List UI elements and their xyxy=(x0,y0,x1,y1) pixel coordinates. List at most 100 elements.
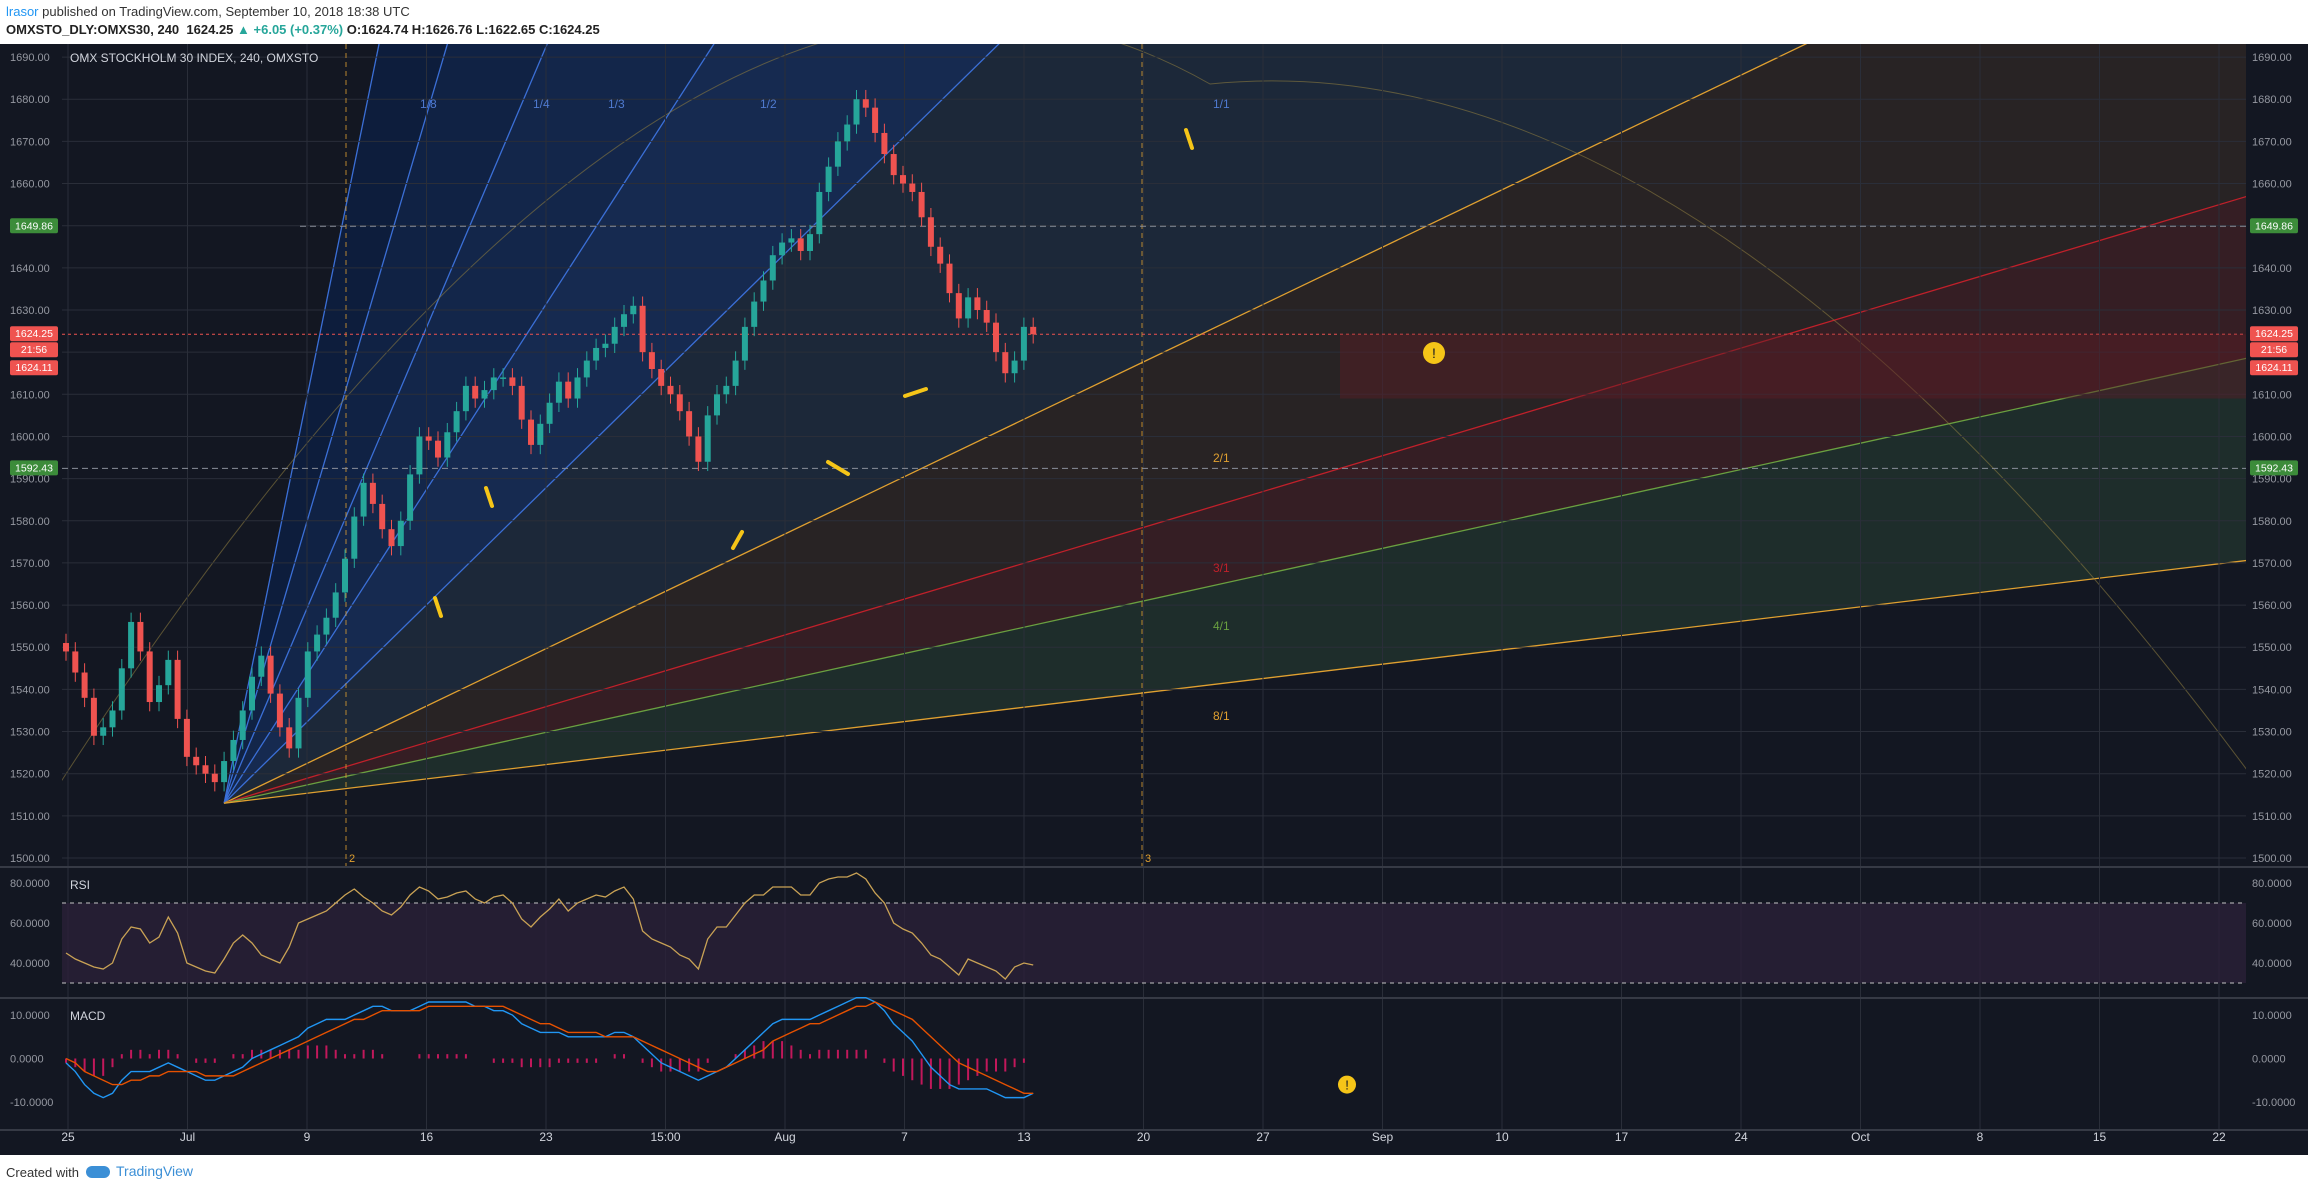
candle-body xyxy=(193,756,200,766)
candle-body xyxy=(946,263,953,294)
price-tick-right: 1670.00 xyxy=(2252,136,2292,148)
bid-badge-right: 1624.11 xyxy=(2255,362,2292,374)
candle-body xyxy=(81,672,88,698)
author-link[interactable]: lrasor xyxy=(6,4,39,19)
candle-body xyxy=(518,385,525,420)
candle-body xyxy=(611,326,618,344)
symbol-name: OMXSTO_DLY:OMXS30, 240 xyxy=(6,22,180,37)
price-tick-right: 1680.00 xyxy=(2252,94,2292,106)
tradingview-logo[interactable]: TradingView xyxy=(86,1163,193,1179)
annotation-arrow xyxy=(484,486,494,508)
price-tick-left: 1630.00 xyxy=(10,305,50,317)
candle-body xyxy=(286,727,293,749)
candle-body xyxy=(128,621,135,669)
candle-body xyxy=(760,280,767,302)
time-marker-label: 3 xyxy=(1145,853,1151,865)
price-tick-right: 1610.00 xyxy=(2252,389,2292,401)
x-tick-label: Jul xyxy=(180,1130,195,1144)
price-tick-left: 1510.00 xyxy=(10,811,50,823)
rsi-tick-right: 60.0000 xyxy=(2252,918,2292,930)
candle-body xyxy=(407,474,414,521)
candle-body xyxy=(183,718,190,757)
macd-tick-left: 0.0000 xyxy=(10,1054,44,1066)
candle-body xyxy=(751,301,758,327)
candle-body xyxy=(156,685,162,703)
warning-icon xyxy=(1423,342,1445,364)
x-tick-label: 24 xyxy=(1734,1130,1748,1144)
x-tick-label: Sep xyxy=(1372,1130,1394,1144)
candle-body xyxy=(993,322,999,353)
price-tick-left: 1680.00 xyxy=(10,94,50,106)
candle-body xyxy=(825,166,832,192)
support-badge-left: 1592.43 xyxy=(15,462,53,474)
candle-body xyxy=(1002,352,1009,374)
price-tick-right: 1560.00 xyxy=(2252,600,2292,612)
x-tick-label: 17 xyxy=(1615,1130,1629,1144)
last-price: 1624.25 xyxy=(186,22,234,37)
last-price-badge-left-bg xyxy=(10,326,58,342)
tradingview-brand: TradingView xyxy=(116,1163,194,1179)
candle-body xyxy=(918,191,925,218)
candle-body xyxy=(937,246,944,264)
resistance-badge-right-bg xyxy=(2250,218,2298,234)
price-tick-left: 1570.00 xyxy=(10,558,50,570)
resistance-badge-right: 1649.86 xyxy=(2255,220,2293,232)
candle-body xyxy=(1011,360,1018,374)
candle-body xyxy=(174,659,181,719)
candle-body xyxy=(444,432,451,458)
candle-body xyxy=(295,697,302,749)
x-tick-label: 23 xyxy=(539,1130,553,1144)
candle-body xyxy=(593,347,600,361)
candles-group xyxy=(63,89,1037,792)
price-tick-left: 1560.00 xyxy=(10,600,50,612)
rsi-tick-left: 40.0000 xyxy=(10,958,50,970)
x-tick-label: 10 xyxy=(1495,1130,1509,1144)
candle-body xyxy=(100,727,107,736)
rsi-tick-right: 40.0000 xyxy=(2252,958,2292,970)
price-tick-left: 1550.00 xyxy=(10,642,50,654)
candle-body xyxy=(332,592,339,618)
price-tick-left: 1520.00 xyxy=(10,769,50,781)
candle-body xyxy=(453,411,460,433)
countdown-badge-left-bg xyxy=(10,342,58,358)
candle-body xyxy=(583,360,590,378)
price-tick-left: 1660.00 xyxy=(10,179,50,191)
candle-body xyxy=(537,423,544,445)
price-change: ▲ +6.05 (+0.37%) xyxy=(237,22,344,37)
candle-body xyxy=(379,503,386,530)
candle-body xyxy=(146,651,153,703)
candle-body xyxy=(230,739,237,762)
publish-header: lrasor published on TradingView.com, Sep… xyxy=(0,0,2308,44)
last-price-badge-left: 1624.25 xyxy=(15,328,53,340)
gann-label: 1/1 xyxy=(1213,97,1230,111)
rsi-tick-left: 80.0000 xyxy=(10,878,50,890)
price-tick-right: 1550.00 xyxy=(2252,642,2292,654)
time-marker-label: 2 xyxy=(349,853,355,865)
candle-body xyxy=(779,242,786,256)
candle-body xyxy=(388,529,395,547)
candle-body xyxy=(500,377,507,379)
candle-body xyxy=(351,516,358,559)
price-pane-title: OMX STOCKHOLM 30 INDEX, 240, OMXSTO xyxy=(70,51,318,65)
gann-label: 1/3 xyxy=(608,97,625,111)
x-tick-label: Aug xyxy=(774,1130,795,1144)
candle-body xyxy=(276,693,283,728)
price-tick-right: 1690.00 xyxy=(2252,52,2292,64)
price-tick-left: 1600.00 xyxy=(10,431,50,443)
gann-label: 1/2 xyxy=(760,97,777,111)
macd-title: MACD xyxy=(70,1009,106,1023)
x-tick-label: Oct xyxy=(1851,1130,1870,1144)
publish-text: published on TradingView.com, September … xyxy=(38,4,410,19)
candle-body xyxy=(239,710,246,740)
candle-body xyxy=(741,326,748,361)
candle-body xyxy=(472,385,479,399)
gann-label: 3/1 xyxy=(1213,561,1230,575)
rsi-band xyxy=(62,903,2246,983)
bid-badge-left-bg xyxy=(10,360,58,376)
gann-label: 1/8 xyxy=(420,97,437,111)
candle-body xyxy=(211,773,218,783)
rsi-line xyxy=(65,872,1034,980)
candle-body xyxy=(72,651,79,673)
x-tick-label: 13 xyxy=(1017,1130,1031,1144)
